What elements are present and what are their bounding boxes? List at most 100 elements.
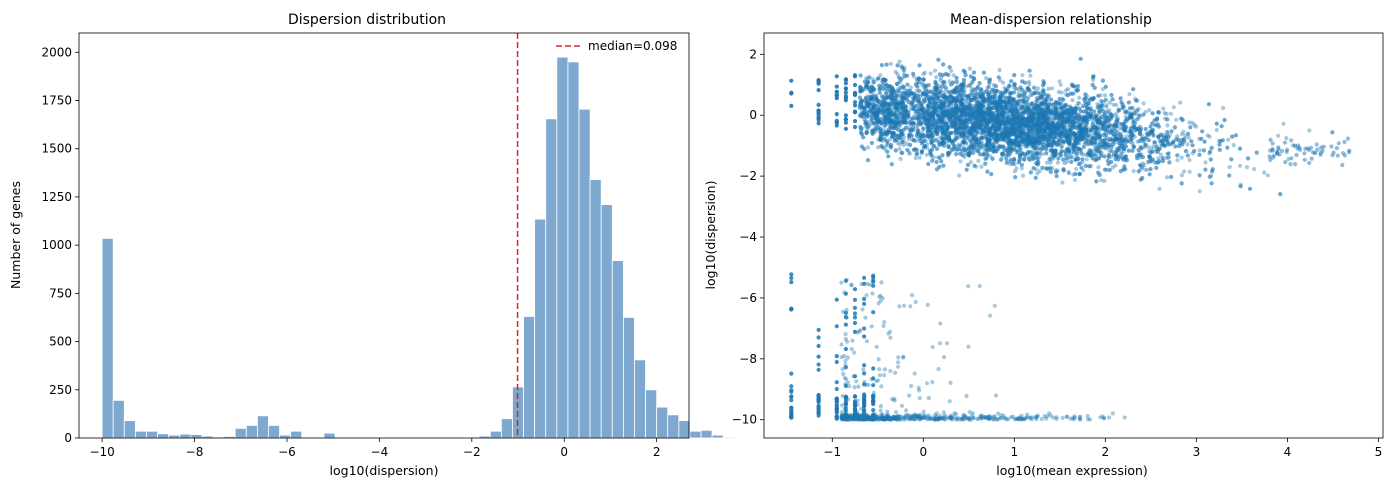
- scatter-point: [1057, 124, 1062, 129]
- scatter-point: [1193, 124, 1199, 129]
- scatter-point: [1001, 121, 1006, 126]
- scatter-point: [1062, 161, 1067, 166]
- scatter-point: [1034, 130, 1039, 135]
- histogram-bar: [323, 432, 336, 439]
- scatter-point: [1010, 126, 1016, 131]
- scatter-point: [1039, 139, 1044, 144]
- scatter-point: [997, 124, 1003, 129]
- scatter-point: [1043, 132, 1048, 137]
- scatter-point: [903, 119, 908, 124]
- scatter-point: [1047, 131, 1052, 136]
- scatter-point: [879, 143, 884, 149]
- scatter-point: [895, 89, 900, 94]
- scatter-point: [1183, 149, 1189, 154]
- scatter-point: [935, 130, 940, 135]
- scatter-point: [950, 115, 956, 121]
- scatter-point: [957, 135, 963, 140]
- scatter-point: [1012, 123, 1018, 129]
- scatter-point: [789, 78, 794, 83]
- scatter-point: [1086, 112, 1091, 117]
- scatter-point: [1088, 105, 1093, 110]
- scatter-point: [997, 112, 1002, 117]
- scatter-point: [1307, 128, 1312, 133]
- scatter-point: [984, 142, 989, 147]
- histogram-x-tick-label: −8: [186, 445, 204, 459]
- scatter-point: [975, 100, 981, 105]
- scatter-point: [1132, 120, 1138, 125]
- scatter-point: [982, 148, 987, 153]
- scatter-point: [956, 125, 962, 130]
- scatter-point: [908, 102, 914, 107]
- scatter-point: [953, 130, 958, 135]
- scatter-point: [1121, 137, 1126, 142]
- scatter-point: [1066, 171, 1072, 176]
- scatter-point: [1113, 163, 1118, 168]
- scatter-point: [929, 105, 934, 110]
- histogram-bar: [112, 399, 125, 439]
- scatter-point: [1231, 143, 1236, 148]
- scatter-point: [1025, 120, 1030, 125]
- scatter-point: [931, 122, 936, 127]
- scatter-point: [866, 145, 871, 150]
- scatter-point: [1028, 158, 1033, 163]
- scatter-point: [1046, 109, 1052, 114]
- scatter-point: [934, 137, 939, 142]
- scatter-point: [1080, 134, 1086, 139]
- scatter-point: [1037, 107, 1042, 112]
- scatter-point: [962, 117, 968, 122]
- scatter-point: [928, 119, 933, 124]
- scatter-point: [989, 136, 995, 141]
- scatter-point: [1074, 166, 1079, 172]
- scatter-point: [1069, 131, 1074, 137]
- histogram-bar: [645, 389, 658, 439]
- scatter-point: [852, 100, 858, 105]
- scatter-point: [957, 125, 962, 130]
- scatter-point: [996, 99, 1001, 104]
- scatter-point: [971, 92, 976, 97]
- scatter-point: [1060, 129, 1065, 134]
- scatter-point: [1083, 92, 1088, 97]
- scatter-point: [1077, 95, 1082, 100]
- histogram-bar: [123, 420, 136, 439]
- scatter-point: [934, 75, 939, 80]
- scatter-point: [921, 127, 926, 132]
- scatter-point: [1247, 186, 1253, 191]
- scatter-point: [1214, 127, 1219, 133]
- scatter-point: [937, 86, 943, 91]
- legend-median-label: median=0.098: [588, 39, 677, 53]
- scatter-point: [1171, 105, 1176, 110]
- scatter-point: [884, 84, 889, 89]
- scatter-point: [1076, 100, 1081, 106]
- scatter-point: [1017, 130, 1022, 135]
- scatter-point: [941, 113, 946, 118]
- scatter-point: [1020, 105, 1025, 111]
- scatter-point: [952, 114, 958, 119]
- scatter-point: [1181, 129, 1186, 134]
- scatter-point: [1057, 116, 1062, 122]
- scatter-point: [1028, 140, 1033, 145]
- scatter-points: [789, 56, 1352, 422]
- scatter-point: [986, 84, 991, 89]
- scatter-point: [1025, 128, 1030, 133]
- scatter-point: [884, 143, 889, 148]
- scatter-point: [870, 116, 875, 121]
- scatter-point: [981, 122, 986, 127]
- scatter-point: [1043, 125, 1048, 130]
- histogram-bar: [711, 434, 724, 439]
- histogram-bar: [600, 204, 613, 439]
- scatter-point: [857, 89, 863, 94]
- scatter-point: [1058, 105, 1063, 110]
- scatter-point: [1033, 167, 1039, 172]
- scatter-point: [986, 108, 991, 113]
- scatter-point: [1002, 121, 1007, 126]
- scatter-point: [997, 114, 1002, 119]
- scatter-point: [1070, 113, 1075, 119]
- scatter-point: [959, 125, 964, 130]
- scatter-point: [969, 103, 974, 108]
- scatter-point: [1095, 105, 1100, 110]
- scatter-point: [1141, 101, 1146, 106]
- scatter-point: [1023, 107, 1028, 112]
- scatter-point: [987, 91, 992, 96]
- scatter-point: [911, 74, 916, 79]
- scatter-point: [1050, 166, 1055, 171]
